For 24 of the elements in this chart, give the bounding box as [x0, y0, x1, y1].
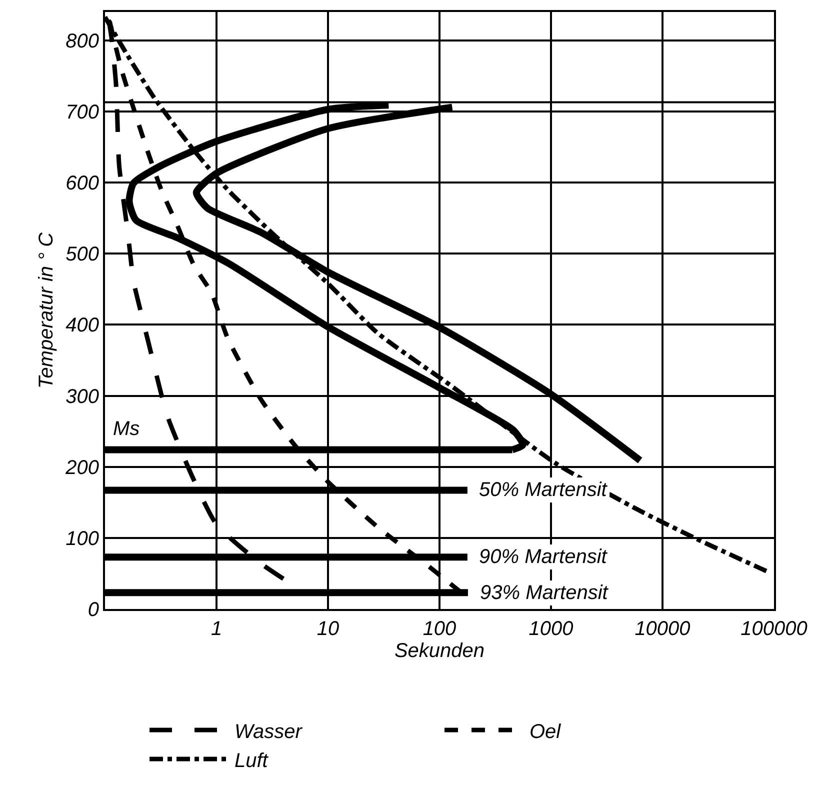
x-tick-label: 100 — [422, 618, 456, 640]
y-tick-label: 700 — [66, 102, 99, 124]
y-tick-label: 500 — [66, 244, 99, 266]
x-tick-label: 10000 — [634, 618, 690, 640]
y-tick-label: 600 — [66, 172, 99, 195]
y-tick-label: 800 — [66, 30, 99, 52]
y-tick-label: 400 — [66, 314, 99, 337]
legend-label: Wasser — [234, 720, 304, 743]
x-tick-label: 10 — [316, 618, 340, 640]
x-axis-title: Sekunden — [394, 640, 485, 662]
series-label: 50% Martensit — [479, 479, 608, 501]
series-label: 90% Martensit — [479, 546, 608, 568]
x-tick-label: 1000 — [528, 618, 574, 640]
legend-label: Luft — [234, 750, 270, 772]
legend-label: Oel — [530, 720, 562, 743]
x-tick-label: 100000 — [740, 618, 808, 640]
y-tick-label: 0 — [88, 599, 99, 621]
y-tick-label: 200 — [64, 456, 99, 479]
y-axis-title: Temperatur in ° C — [36, 232, 58, 389]
y-tick-label: 100 — [66, 528, 99, 550]
y-tick-label: 300 — [66, 386, 99, 408]
series-label: Ms — [113, 418, 140, 440]
series-label: 93% Martensit — [480, 582, 610, 604]
x-tick-label: 1 — [210, 618, 222, 640]
